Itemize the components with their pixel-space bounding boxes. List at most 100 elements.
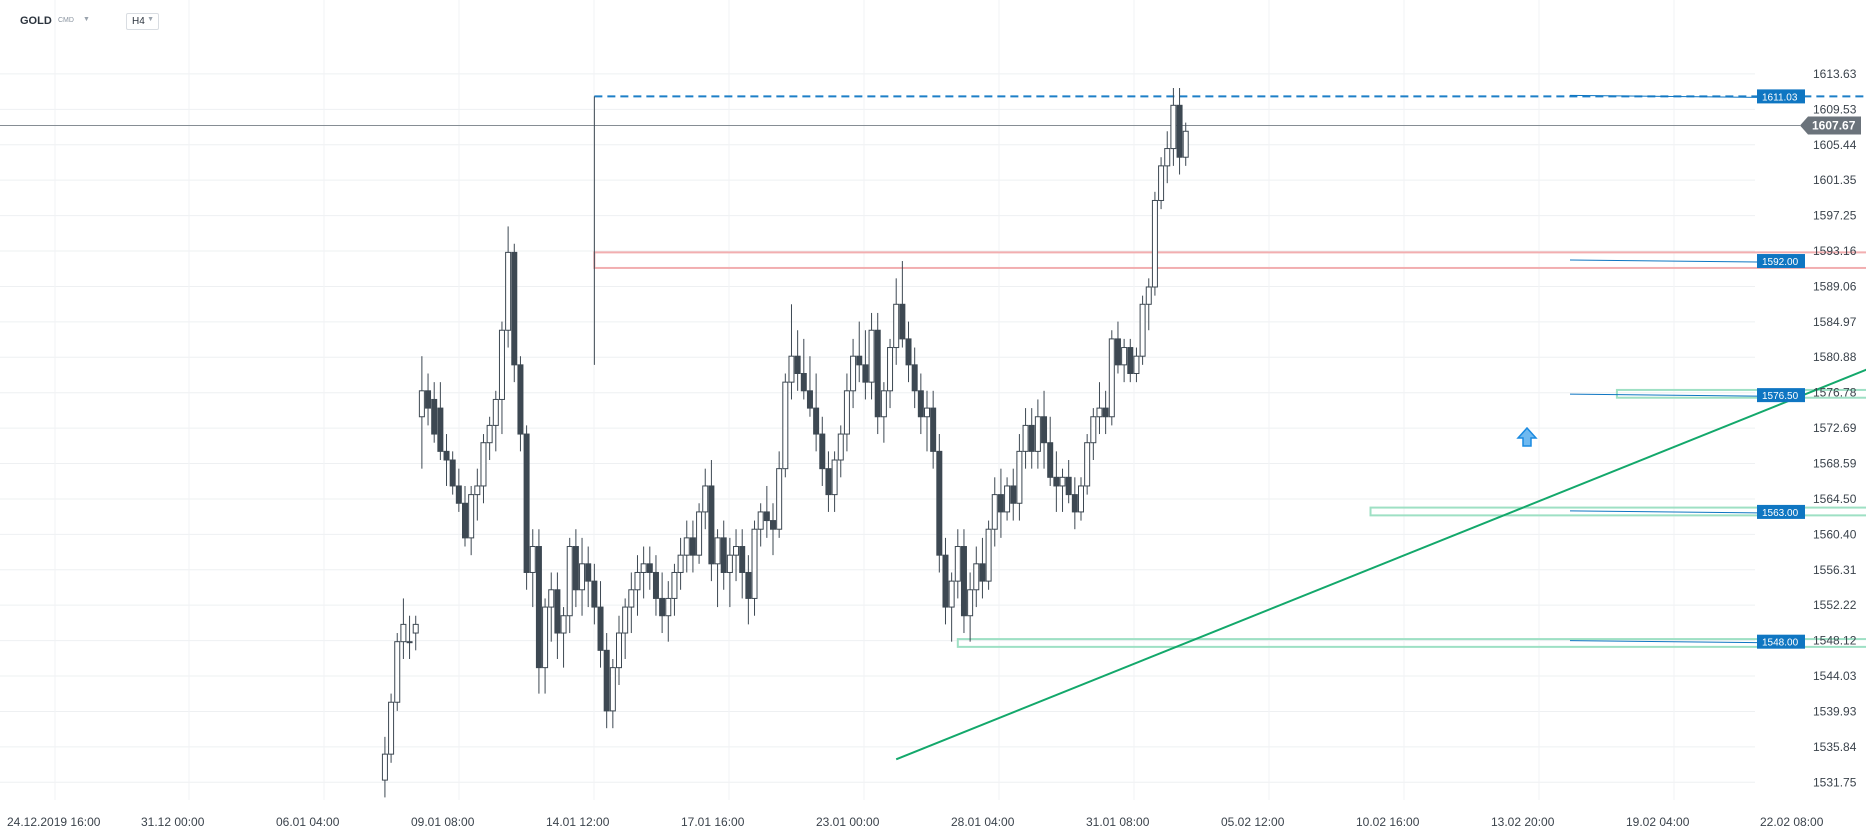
candle-body [757,511,764,530]
price-tick-label: 1539.93 [1813,704,1857,718]
candle-body [911,364,918,392]
price-tick-label: 1605.44 [1813,138,1857,152]
time-tick-label: 31.01 08:00 [1086,815,1150,829]
candle-body [542,606,549,669]
candle-body [899,303,906,340]
price-tick-label: 1609.53 [1813,102,1857,116]
candle-body [1127,347,1134,374]
candle-body [443,450,450,461]
candle-body [689,537,696,556]
candle-body [535,546,542,669]
chart-lines [0,95,1866,761]
candle-body [449,459,456,487]
candle-body [1176,104,1183,158]
candle-body [671,571,678,599]
level-tag-label: 1563.00 [1762,508,1799,519]
candle-body [1139,303,1146,357]
chart-toolbar: GOLD CMD ▼ H4 ▼ [0,0,1560,36]
candle-body [887,347,894,392]
price-tick-label: 1580.88 [1813,350,1857,364]
time-tick-label: 28.01 04:00 [951,815,1015,829]
price-tick-label: 1613.63 [1813,67,1857,81]
candle-body [1133,355,1140,374]
price-tick-label: 1593.16 [1813,244,1857,258]
price-tick-label: 1601.35 [1813,173,1857,187]
price-axis[interactable]: 1613.63 1609.53 1605.44 1601.35 1597.25 1593.… [1813,67,1857,789]
candle-body [1004,485,1011,513]
time-axis[interactable]: 24.12.2019 16:00 31.12 00:00 06.01 04:00 09… [7,815,1824,829]
timeframe-select[interactable]: H4 ▼ [126,13,159,30]
level-tag-bg [1757,634,1805,649]
candle-body [529,546,536,573]
candle-body [960,546,967,617]
chevron-down-icon: ▼ [147,16,154,23]
candle-body [985,528,992,582]
candle-body [893,303,900,349]
candle-body [1121,347,1128,366]
level-tag-bg [1757,388,1805,403]
level-tag-label: 1548.00 [1762,638,1799,649]
level-tag-bg [1757,254,1805,269]
candle-body [806,390,813,409]
candle-body [763,511,770,522]
level-tag-label: 1592.00 [1762,257,1799,268]
current-price-tag-bg [1800,116,1861,135]
candle-body [782,381,789,470]
time-tick-label: 06.01 04:00 [276,815,340,829]
price-tick-label: 1544.03 [1813,669,1857,683]
price-tick-label: 1556.31 [1813,563,1857,577]
candle-body [425,390,432,409]
candle-body [1145,286,1152,305]
candle-body [394,641,401,703]
price-tick-label: 1589.06 [1813,279,1857,293]
trendline [895,368,1866,761]
candle-body [1164,148,1171,167]
candle-body [1041,416,1048,444]
candle-body [1158,165,1165,201]
candle-body [1102,407,1109,418]
candle-body [979,563,986,582]
candle-body [579,563,586,591]
candle-body [714,537,721,565]
candle-body [1151,199,1158,288]
candle-body [480,442,487,487]
candle-body [917,390,924,418]
level-tag-bg [1757,504,1805,519]
candle-body [517,364,524,435]
candle-body [862,364,869,383]
level-tag-bg [1757,89,1805,104]
candle-body [819,433,826,470]
candle-body [850,355,857,392]
level-connector [1569,259,1758,263]
symbol-dropdown-icon[interactable]: ▼ [83,16,90,23]
candle-body [560,615,567,634]
support-zone [1615,388,1866,399]
candle-body [572,546,579,591]
candle-body [1182,130,1189,158]
candle-body [1010,485,1017,504]
candle-body [720,537,727,573]
candle-body [1170,104,1177,150]
candle-body [696,511,703,556]
candle-body [566,546,573,617]
candle-body [412,623,419,634]
candle-body [868,329,875,383]
candle-body [788,355,795,383]
time-tick-label: 14.01 12:00 [546,815,610,829]
candle-body [973,563,980,591]
instrument-type-label: CMD [58,17,74,24]
time-tick-label: 13.02 20:00 [1491,815,1555,829]
price-tick-label: 1531.75 [1813,775,1857,789]
symbol-label[interactable]: GOLD [20,15,52,27]
candle-body [739,546,746,573]
price-tick-label: 1597.25 [1813,209,1857,223]
candle-body [665,597,672,617]
candle-body [603,649,610,712]
level-tags: 1611.03 1592.00 1576.50 1563.00 1548.00 1607.… [1569,89,1861,649]
candle-body [1090,416,1097,444]
candle-body [677,554,684,573]
candle-body [831,459,838,496]
candle-body [406,641,413,644]
time-tick-label: 19.02 04:00 [1626,815,1690,829]
